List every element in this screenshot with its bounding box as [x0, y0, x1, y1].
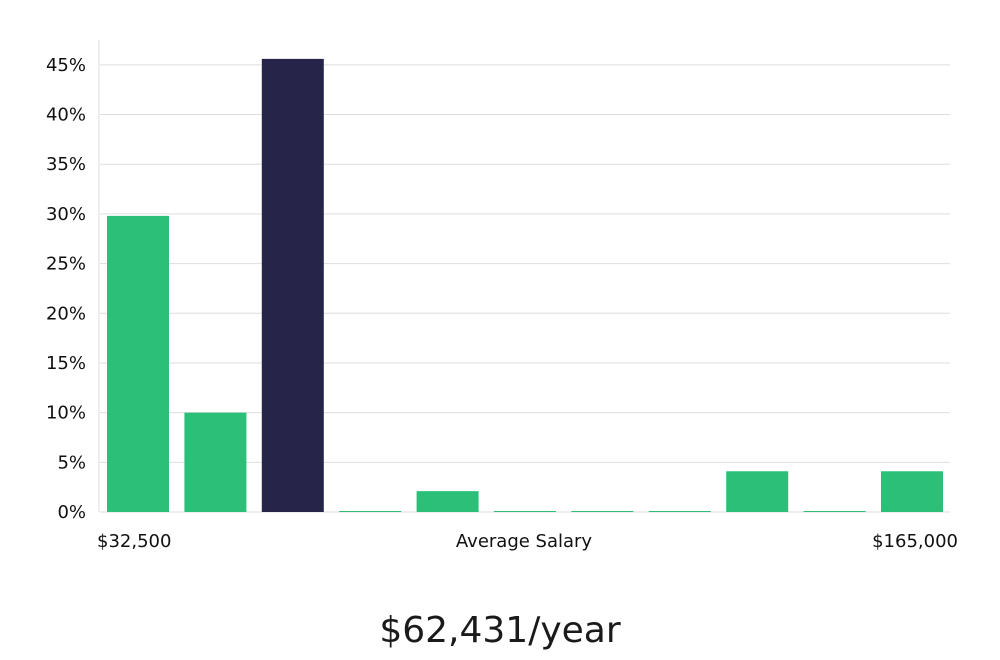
y-tick-label: 10%	[46, 403, 86, 424]
y-tick-label: 5%	[57, 452, 86, 473]
bar	[494, 511, 556, 512]
x-axis-max-label: $165,000	[872, 531, 958, 552]
bars	[107, 58, 943, 512]
bar	[726, 471, 789, 512]
x-axis-title: Average Salary	[456, 531, 593, 552]
x-axis-min-label: $32,500	[97, 531, 171, 552]
bar	[571, 511, 634, 512]
y-tick-label: 0%	[57, 502, 86, 523]
average-salary-value: $62,431/year	[379, 610, 621, 651]
bar	[803, 511, 866, 512]
salary-distribution-chart: 0% 5% 10% 15% 20% 25% 30% 35% 40% 45% $32,500 Ave…	[46, 40, 958, 552]
bar	[107, 215, 169, 512]
y-tick-label: 45%	[46, 55, 86, 76]
bar-highlighted	[261, 58, 324, 512]
y-tick-label: 35%	[46, 154, 86, 175]
y-tick-label: 30%	[46, 204, 86, 225]
y-tick-label: 20%	[46, 303, 86, 324]
y-axis-ticks: 0% 5% 10% 15% 20% 25% 30% 35% 40% 45%	[46, 55, 86, 523]
bar	[339, 511, 402, 512]
y-tick-label: 25%	[46, 254, 86, 275]
y-tick-label: 40%	[46, 105, 86, 126]
bar	[648, 511, 711, 512]
bar	[881, 471, 943, 512]
bar	[184, 412, 247, 512]
y-tick-label: 15%	[46, 353, 86, 374]
bar	[416, 491, 479, 512]
